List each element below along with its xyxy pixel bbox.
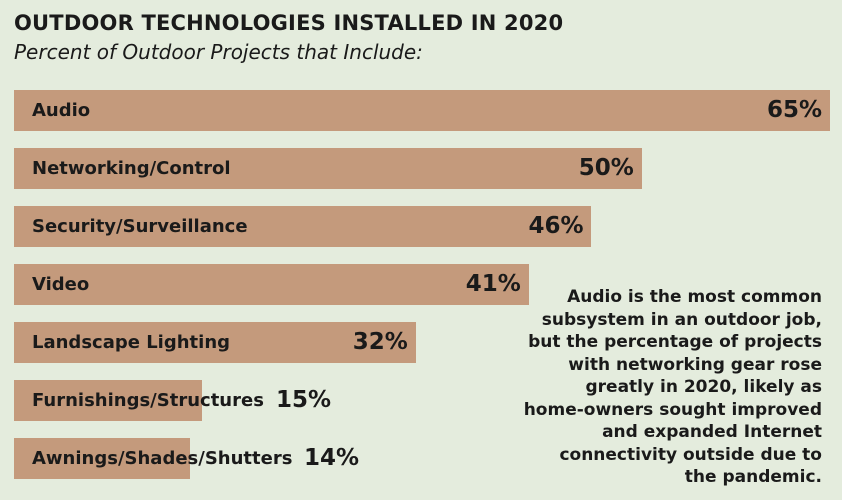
value-label: 65% bbox=[767, 97, 823, 123]
category-label: Networking/Control bbox=[32, 158, 231, 179]
bar-awnings-shades-shutters bbox=[14, 438, 190, 479]
bar-security-surveillance bbox=[14, 206, 592, 247]
category-label: Awnings/Shades/Shutters bbox=[32, 448, 293, 469]
annotation-text: Audio is the most common subsystem in an… bbox=[523, 287, 822, 487]
bar-networking-control bbox=[14, 148, 642, 189]
bar-video bbox=[14, 264, 529, 305]
chart-subtitle: Percent of Outdoor Projects that Include… bbox=[14, 40, 423, 64]
value-label: 14% bbox=[304, 445, 360, 471]
value-label: 32% bbox=[352, 329, 408, 355]
category-label: Furnishings/Structures bbox=[32, 390, 264, 411]
chart-title: OUTDOOR TECHNOLOGIES INSTALLED IN 2020 bbox=[14, 11, 564, 35]
category-label: Security/Surveillance bbox=[32, 216, 248, 237]
bar-furnishings-structures bbox=[14, 380, 203, 421]
value-label: 15% bbox=[276, 387, 332, 413]
bar-audio bbox=[14, 90, 830, 131]
category-label: Landscape Lighting bbox=[32, 332, 231, 353]
category-label: Audio bbox=[32, 100, 91, 121]
value-label: 41% bbox=[465, 271, 521, 297]
value-label: 50% bbox=[578, 155, 634, 181]
bar-landscape-lighting bbox=[14, 322, 416, 363]
value-label: 46% bbox=[528, 213, 584, 239]
category-label: Video bbox=[32, 274, 90, 295]
